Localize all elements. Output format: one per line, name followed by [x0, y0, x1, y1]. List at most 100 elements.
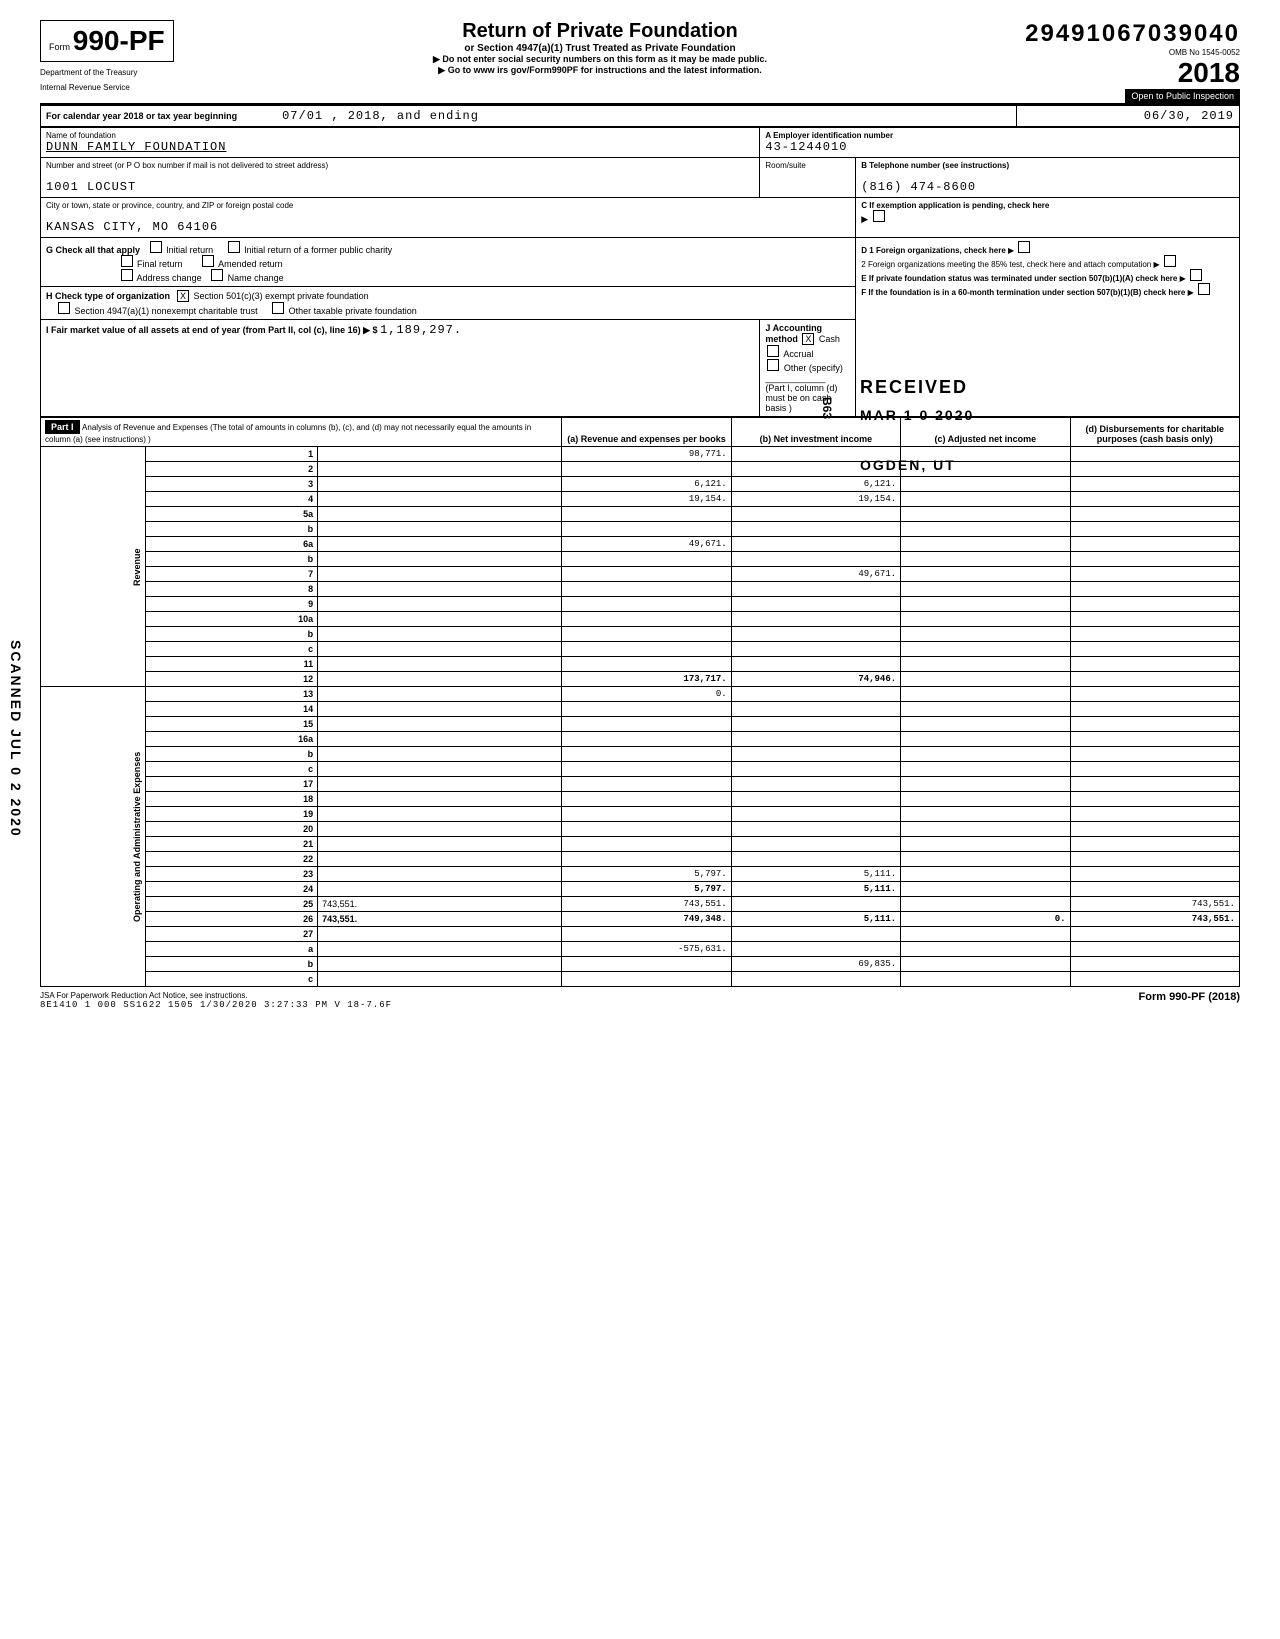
amount-cell [1070, 972, 1239, 987]
amount-cell [901, 882, 1070, 897]
period-begin: 07/01 , 2018, and ending [282, 109, 479, 123]
dept-irs: Internal Revenue Service [40, 83, 240, 92]
amount-cell [731, 792, 900, 807]
amount-cell [1070, 777, 1239, 792]
phone-value: (816) 474-8600 [861, 180, 1234, 194]
amount-cell [731, 642, 900, 657]
amount-cell [1070, 522, 1239, 537]
amount-cell [901, 852, 1070, 867]
f-checkbox[interactable] [1198, 283, 1210, 295]
amount-cell [562, 957, 731, 972]
e-checkbox[interactable] [1190, 269, 1202, 281]
g-final: Final return [137, 259, 183, 269]
amount-cell [731, 927, 900, 942]
part1-header: Part I [45, 420, 80, 434]
col-a-header: (a) Revenue and expenses per books [562, 418, 731, 447]
amount-cell [901, 822, 1070, 837]
line-number: c [146, 972, 318, 987]
h-other-checkbox[interactable] [272, 302, 284, 314]
line-number: 13 [146, 687, 318, 702]
j-other: Other (specify) [784, 363, 843, 373]
line-description [318, 642, 562, 657]
amount-cell [731, 747, 900, 762]
line-description [318, 957, 562, 972]
amount-cell [562, 567, 731, 582]
g-final-checkbox[interactable] [121, 255, 133, 267]
amount-cell: 6,121. [731, 477, 900, 492]
j-accrual-checkbox[interactable] [767, 345, 779, 357]
j-other-checkbox[interactable] [767, 359, 779, 371]
g-initial: Initial return [166, 245, 213, 255]
line-description [318, 792, 562, 807]
amount-cell: 49,671. [731, 567, 900, 582]
c-checkbox[interactable] [873, 210, 885, 222]
form-prefix: Form [49, 42, 70, 52]
amount-cell [562, 807, 731, 822]
g-address-checkbox[interactable] [121, 269, 133, 281]
amount-cell [901, 972, 1070, 987]
g-namechange-checkbox[interactable] [211, 269, 223, 281]
foundation-name: DUNN FAMILY FOUNDATION [46, 140, 754, 154]
line-number: 4 [146, 492, 318, 507]
room-label: Room/suite [765, 161, 850, 170]
amount-cell: 743,551. [1070, 897, 1239, 912]
amount-cell [901, 612, 1070, 627]
line-description [318, 582, 562, 597]
amount-cell [1070, 717, 1239, 732]
amount-cell: 749,348. [562, 912, 731, 927]
line-description [318, 462, 562, 477]
amount-cell [901, 867, 1070, 882]
line-description: 743,551. [318, 897, 562, 912]
amount-cell [901, 567, 1070, 582]
h-501c3-checkbox[interactable]: X [177, 290, 189, 302]
d2-checkbox[interactable] [1164, 255, 1176, 267]
line-description [318, 492, 562, 507]
instr-ssn: ▶ Do not enter social security numbers o… [250, 54, 950, 65]
amount-cell [731, 582, 900, 597]
g-address: Address change [137, 273, 202, 283]
line-number: 21 [146, 837, 318, 852]
amount-cell [1070, 807, 1239, 822]
j-cash-checkbox[interactable]: X [802, 333, 814, 345]
amount-cell [1070, 552, 1239, 567]
amount-cell [901, 672, 1070, 687]
city-label: City or town, state or province, country… [46, 201, 850, 210]
form-header: Form 990-PF Department of the Treasury I… [40, 20, 1240, 103]
amount-cell [901, 507, 1070, 522]
d1-label: D 1 Foreign organizations, check here [861, 246, 1005, 255]
h-4947-checkbox[interactable] [58, 302, 70, 314]
amount-cell [731, 702, 900, 717]
d1-checkbox[interactable] [1018, 241, 1030, 253]
amount-cell [562, 657, 731, 672]
amount-cell [1070, 477, 1239, 492]
line-number: 1 [146, 447, 318, 462]
amount-cell: 743,551. [1070, 912, 1239, 927]
amount-cell [1070, 672, 1239, 687]
ein-value: 43-1244010 [765, 140, 1234, 154]
line-number: b [146, 552, 318, 567]
amount-cell: 0. [901, 912, 1070, 927]
line-number: 8 [146, 582, 318, 597]
amount-cell [901, 537, 1070, 552]
amount-cell [562, 582, 731, 597]
amount-cell [901, 582, 1070, 597]
amount-cell [731, 552, 900, 567]
amount-cell [1070, 822, 1239, 837]
amount-cell [562, 732, 731, 747]
ein-label: A Employer identification number [765, 131, 1234, 140]
g-amended-checkbox[interactable] [202, 255, 214, 267]
line-number: b [146, 957, 318, 972]
part1-table: Part I Analysis of Revenue and Expenses … [40, 417, 1240, 987]
amount-cell [731, 687, 900, 702]
amount-cell [901, 627, 1070, 642]
amount-cell [731, 732, 900, 747]
amount-cell: 5,111. [731, 882, 900, 897]
amount-cell [562, 972, 731, 987]
g-former-checkbox[interactable] [228, 241, 240, 253]
part1-title: Analysis of Revenue and Expenses (The to… [45, 423, 531, 444]
line-number: c [146, 642, 318, 657]
line-description [318, 447, 562, 462]
g-initial-checkbox[interactable] [150, 241, 162, 253]
revenue-side-label: Revenue [41, 447, 146, 687]
amount-cell [562, 747, 731, 762]
